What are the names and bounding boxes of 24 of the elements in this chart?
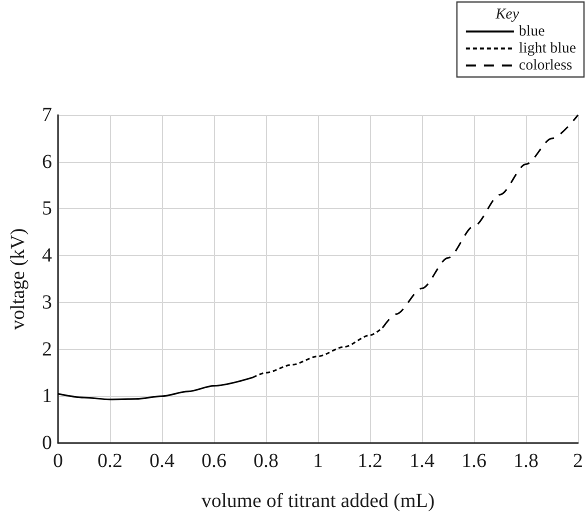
x-tick-label: 1.8 <box>514 450 538 472</box>
y-tick-label: 7 <box>42 104 52 126</box>
y-axis-title: voltage (kV) <box>7 228 29 330</box>
y-tick-label: 4 <box>42 244 52 267</box>
x-tick-label: 0.4 <box>150 450 174 472</box>
x-tick-label: 0.8 <box>254 450 278 472</box>
y-tick-label: 5 <box>42 198 52 220</box>
legend-label: colorless <box>518 58 572 74</box>
y-tick-label: 3 <box>42 291 52 314</box>
x-tick-label: 1.4 <box>410 450 434 472</box>
legend-label: blue <box>518 24 546 40</box>
x-tick-label: 1.6 <box>462 450 486 472</box>
x-tick-label: 2 <box>573 450 583 472</box>
y-tick-label: 1 <box>42 385 52 408</box>
legend-title: Key <box>494 6 520 22</box>
x-tick-label: 1 <box>313 450 323 472</box>
y-tick-label: 2 <box>42 338 52 360</box>
y-tick-label: 6 <box>42 150 52 173</box>
legend-label: light blue <box>518 40 576 56</box>
x-axis-title: volume of titrant added (mL) <box>201 490 435 512</box>
y-tick-label: 0 <box>42 432 52 454</box>
x-tick-label: 0.6 <box>202 450 226 472</box>
x-tick-label: 1.2 <box>358 450 382 472</box>
x-tick-label: 0.2 <box>98 450 122 472</box>
